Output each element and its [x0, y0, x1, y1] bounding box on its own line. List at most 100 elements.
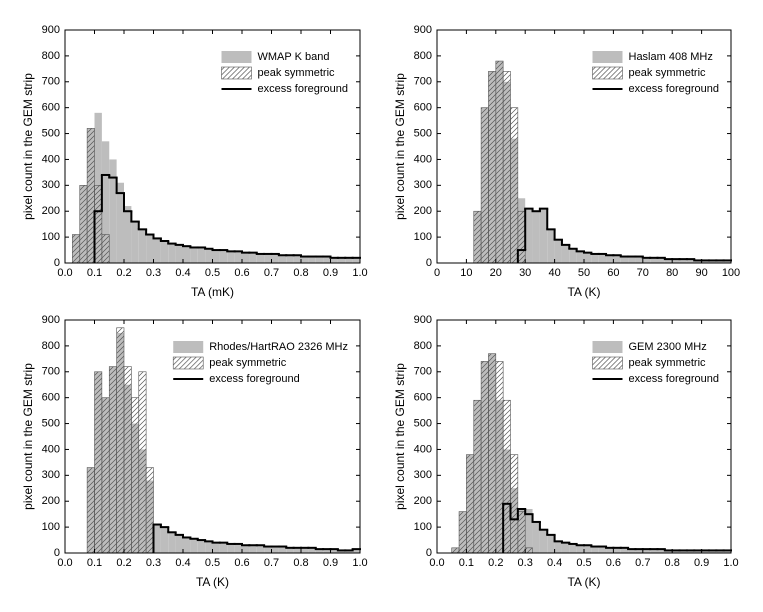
hatched-bar [131, 397, 140, 554]
hist-bar [591, 546, 599, 553]
y-tick-label: 400 [42, 153, 60, 165]
y-tick-label: 500 [414, 127, 432, 139]
hist-bar [642, 257, 651, 263]
hist-bar [219, 250, 228, 263]
legend-swatch [592, 51, 623, 63]
x-tick-label: 0.4 [175, 267, 190, 279]
hist-bar [330, 257, 338, 263]
hist-bar [561, 542, 570, 553]
x-tick-label: 0.4 [175, 557, 190, 569]
hist-bar [345, 550, 353, 553]
hist-bar [569, 248, 577, 263]
hatched-bar [517, 210, 526, 264]
hatched-bar [510, 454, 519, 554]
y-axis-label: pixel count in the GEM strip [393, 73, 407, 220]
x-tick-label: 30 [519, 267, 531, 279]
hist-bar [168, 532, 176, 553]
hist-bar [301, 256, 309, 263]
x-tick-label: 0.9 [323, 557, 338, 569]
hist-bar [175, 244, 183, 263]
hist-bar [701, 260, 709, 263]
hist-bar [183, 246, 191, 263]
hist-bar [650, 549, 658, 553]
hist-bar [628, 256, 636, 263]
hist-bar [212, 542, 220, 553]
hist-bar [635, 256, 643, 263]
hist-bar [525, 508, 533, 553]
hatched-bar [145, 467, 154, 554]
legend-label: excess foreground [209, 373, 300, 385]
y-tick-label: 200 [414, 205, 432, 217]
panel: 0 100 200 300 400 500 600 700 800 900 0.0 0.1 0.2 0.3… [393, 314, 738, 589]
y-tick-label: 600 [414, 102, 432, 114]
hist-bar [345, 257, 353, 263]
legend-swatch [592, 341, 623, 353]
hist-bar [352, 549, 360, 553]
hist-bar [278, 546, 287, 553]
x-tick-label: 40 [548, 267, 560, 279]
hatched-bar [502, 71, 511, 264]
x-tick-label: 1.0 [723, 557, 738, 569]
hist-bar [716, 260, 724, 263]
hatched-bar [510, 107, 519, 264]
hatched-bar [94, 185, 103, 264]
x-tick-label: 0.0 [429, 557, 444, 569]
hist-bar [657, 257, 665, 263]
y-axis-label: pixel count in the GEM strip [393, 363, 407, 510]
hist-bar [197, 540, 206, 553]
hatched-bar [116, 327, 125, 554]
hist-bar [554, 541, 562, 553]
x-tick-label: 0.8 [293, 557, 308, 569]
y-tick-label: 600 [42, 392, 60, 404]
x-tick-label: 0.0 [57, 267, 72, 279]
x-tick-label: 0.7 [264, 267, 279, 279]
hist-bar [628, 549, 636, 553]
hist-bar [249, 252, 257, 263]
hist-bar [146, 234, 154, 263]
hist-bar [672, 550, 680, 553]
hist-bar [109, 159, 117, 263]
y-tick-label: 500 [42, 127, 60, 139]
hist-bar [337, 550, 346, 553]
hatched-bar [101, 234, 110, 264]
y-tick-label: 0 [426, 547, 432, 559]
hist-bar [219, 542, 228, 553]
hist-bar [323, 256, 331, 263]
x-axis-label: TA (K) [567, 575, 600, 589]
hatched-bar [466, 454, 475, 554]
hist-bar [330, 549, 338, 553]
y-axis-label: pixel count in the GEM strip [21, 73, 35, 220]
hist-bar [576, 545, 584, 553]
y-tick-label: 200 [42, 495, 60, 507]
hatched-bar [473, 210, 482, 264]
y-tick-label: 200 [414, 495, 432, 507]
hist-bar [657, 549, 665, 553]
hist-bar [183, 537, 191, 553]
hist-bar [308, 547, 316, 553]
x-tick-label: 0.8 [665, 557, 680, 569]
hist-bar [613, 547, 621, 553]
x-tick-label: 0.6 [234, 557, 249, 569]
x-tick-label: 0.5 [205, 557, 220, 569]
hatched-bar [480, 107, 489, 264]
x-tick-label: 0.2 [116, 267, 131, 279]
x-tick-label: 90 [695, 267, 707, 279]
hist-bar [116, 182, 124, 263]
x-axis-label: TA (mK) [191, 285, 234, 299]
hatched-bar [473, 399, 482, 554]
y-tick-label: 700 [414, 366, 432, 378]
hist-bar [337, 257, 346, 263]
hatched-bar [108, 366, 117, 554]
y-tick-label: 700 [414, 76, 432, 88]
x-tick-label: 0.7 [264, 557, 279, 569]
hist-bar [293, 547, 301, 553]
hist-bar [249, 545, 257, 553]
hist-bar [234, 251, 242, 263]
hist-bar [242, 252, 250, 263]
hist-bar [554, 239, 562, 263]
panel: 0 100 200 300 400 500 600 700 800 900 0.0 0.1 0.2 0.3… [21, 24, 367, 299]
hist-bar [569, 543, 577, 553]
x-tick-label: 0.9 [323, 267, 338, 279]
hatched-bar [495, 361, 504, 554]
